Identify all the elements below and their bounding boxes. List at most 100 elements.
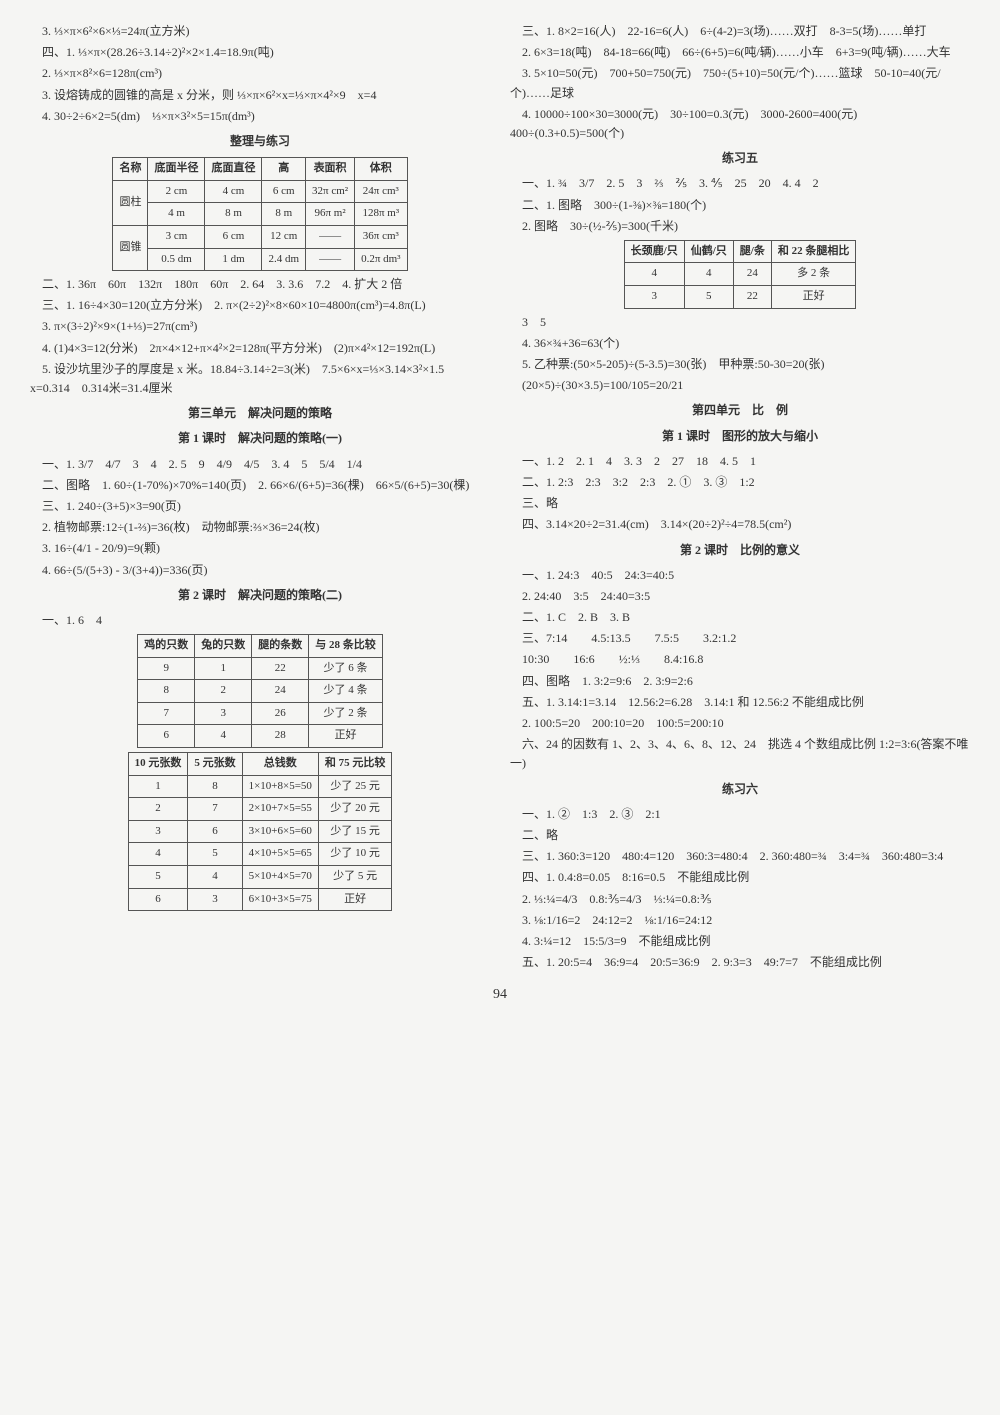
td: 24 <box>252 680 309 703</box>
math-line: 2. 100:5=20 200:10=20 100:5=200:10 <box>510 714 970 733</box>
math-line: 5. 乙种票:(50×5-205)÷(5-3.5)=30(张) 甲种票:50-3… <box>510 355 970 374</box>
th: 底面直径 <box>205 158 262 181</box>
math-line: 2. ⅓:¼=4/3 0.8:⅗=4/3 ⅓:¼=0.8:⅗ <box>510 890 970 909</box>
math-line: 2. 图略 30÷(½-⅖)=300(千米) <box>510 217 970 236</box>
math-line: 2. ⅓×π×8²×6=128π(cm³) <box>30 64 490 83</box>
math-line: 2. 24:40 3:5 24:40=3:5 <box>510 587 970 606</box>
money-table: 10 元张数5 元张数总钱数和 75 元比较 181×10+8×5=50少了 2… <box>128 752 393 911</box>
unit-title: 第四单元 比 例 <box>510 401 970 420</box>
th: 体积 <box>355 158 407 181</box>
math-line: 二、图略 1. 60÷(1-70%)×70%=140(页) 2. 66×6/(6… <box>30 476 490 495</box>
math-line: 3. ⅓×π×6²×6×⅓=24π(立方米) <box>30 22 490 41</box>
th: 总钱数 <box>242 753 318 776</box>
math-line: 一、1. 3/7 4/7 3 4 2. 5 9 4/9 4/5 3. 4 5 5… <box>30 455 490 474</box>
td: 7 <box>188 798 242 821</box>
td: 22 <box>252 657 309 680</box>
td: 少了 15 元 <box>318 820 392 843</box>
td: 少了 10 元 <box>318 843 392 866</box>
td: 5×10+4×5=70 <box>242 866 318 889</box>
td: 1×10+8×5=50 <box>242 775 318 798</box>
td: 3 <box>188 888 242 911</box>
th: 10 元张数 <box>128 753 188 776</box>
td: 8 <box>188 775 242 798</box>
td: 4 <box>684 263 733 286</box>
th: 腿的条数 <box>252 635 309 658</box>
math-line: 4. 3:¼=12 15:5/3=9 不能组成比例 <box>510 932 970 951</box>
td: 2 <box>195 680 252 703</box>
td: 3 <box>128 820 188 843</box>
td: 少了 6 条 <box>309 657 383 680</box>
unit-title: 第三单元 解决问题的策略 <box>30 404 490 423</box>
td: 9 <box>138 657 195 680</box>
math-line: 一、1. 6 4 <box>30 611 490 630</box>
math-line: 4. 66÷(5/(5+3) - 3/(3+4))=336(页) <box>30 561 490 580</box>
td: 0.2π dm³ <box>355 248 407 271</box>
td: 3 cm <box>148 225 205 248</box>
th: 兔的只数 <box>195 635 252 658</box>
giraffe-crane-table: 长颈鹿/只仙鹤/只腿/条和 22 条腿相比 4424多 2 条 3522正好 <box>624 240 857 309</box>
math-line: 四、图略 1. 3:2=9:6 2. 3:9=2:6 <box>510 672 970 691</box>
chicken-rabbit-table: 鸡的只数兔的只数腿的条数与 28 条比较 9122少了 6 条 8224少了 4… <box>137 634 383 748</box>
td: 8 <box>138 680 195 703</box>
td: 4 <box>128 843 188 866</box>
td: 2×10+7×5=55 <box>242 798 318 821</box>
page-number: 94 <box>30 984 970 1006</box>
right-column: 三、1. 8×2=16(人) 22-16=6(人) 6÷(4-2)=3(场)……… <box>510 20 970 974</box>
th: 5 元张数 <box>188 753 242 776</box>
td: 多 2 条 <box>771 263 856 286</box>
td: 28 <box>252 725 309 748</box>
math-line: 三、1. 16÷4×30=120(立方分米) 2. π×(2÷2)²×8×60×… <box>30 296 490 315</box>
th: 表面积 <box>306 158 355 181</box>
section-title: 练习六 <box>510 780 970 799</box>
td: 4 cm <box>205 180 262 203</box>
td: 2 <box>128 798 188 821</box>
section-title: 练习五 <box>510 149 970 168</box>
math-line: 4. 30÷2÷6×2=5(dm) ⅓×π×3²×5=15π(dm³) <box>30 107 490 126</box>
td: 1 <box>195 657 252 680</box>
th: 长颈鹿/只 <box>624 240 684 263</box>
td: 6×10+3×5=75 <box>242 888 318 911</box>
td: 4 <box>624 263 684 286</box>
td: 4 m <box>148 203 205 226</box>
td: 22 <box>733 286 771 309</box>
td: 128π m³ <box>355 203 407 226</box>
math-line: 3 5 <box>510 313 970 332</box>
td: 2.4 dm <box>262 248 306 271</box>
td: 7 <box>138 702 195 725</box>
td: —— <box>306 225 355 248</box>
td: 圆柱 <box>113 180 148 225</box>
lesson-title: 第 1 课时 解决问题的策略(一) <box>30 429 490 448</box>
td: 正好 <box>771 286 856 309</box>
math-line: 一、1. 2 2. 1 4 3. 3 2 27 18 4. 5 1 <box>510 452 970 471</box>
th: 底面半径 <box>148 158 205 181</box>
th: 与 28 条比较 <box>309 635 383 658</box>
td: 3 <box>195 702 252 725</box>
math-line: 三、1. 240÷(3+5)×3=90(页) <box>30 497 490 516</box>
math-line: 3. 设熔铸成的圆锥的高是 x 分米，则 ⅓×π×6²×x=⅓×π×4²×9 x… <box>30 86 490 105</box>
td: 96π m² <box>306 203 355 226</box>
td: 24π cm³ <box>355 180 407 203</box>
td: 4 <box>188 866 242 889</box>
math-line: 4. (1)4×3=12(分米) 2π×4×12+π×4²×2=128π(平方分… <box>30 339 490 358</box>
math-line: 三、1. 360:3=120 480:4=120 360:3=480:4 2. … <box>510 847 970 866</box>
math-line: 五、1. 20:5=4 36:9=4 20:5=36:9 2. 9:3=3 49… <box>510 953 970 972</box>
math-line: 5. 设沙坑里沙子的厚度是 x 米。18.84÷3.14÷2=3(米) 7.5×… <box>30 360 490 398</box>
math-line: 2. 6×3=18(吨) 84-18=66(吨) 66÷(6+5)=6(吨/辆)… <box>510 43 970 62</box>
th: 腿/条 <box>733 240 771 263</box>
td: 36π cm³ <box>355 225 407 248</box>
td: 6 <box>138 725 195 748</box>
td: 3×10+6×5=60 <box>242 820 318 843</box>
math-line: 四、3.14×20÷2=31.4(cm) 3.14×(20÷2)²÷4=78.5… <box>510 515 970 534</box>
td: 少了 20 元 <box>318 798 392 821</box>
math-line: 4. 36×¾+36=63(个) <box>510 334 970 353</box>
td: 5 <box>128 866 188 889</box>
td: 12 cm <box>262 225 306 248</box>
math-line: 3. 16÷(4/1 - 20/9)=9(颗) <box>30 539 490 558</box>
th: 和 75 元比较 <box>318 753 392 776</box>
lesson-title: 第 1 课时 图形的放大与缩小 <box>510 427 970 446</box>
td: 3 <box>624 286 684 309</box>
math-line: 一、1. 24:3 40:5 24:3=40:5 <box>510 566 970 585</box>
td: 4×10+5×5=65 <box>242 843 318 866</box>
td: 6 cm <box>262 180 306 203</box>
td: 少了 2 条 <box>309 702 383 725</box>
